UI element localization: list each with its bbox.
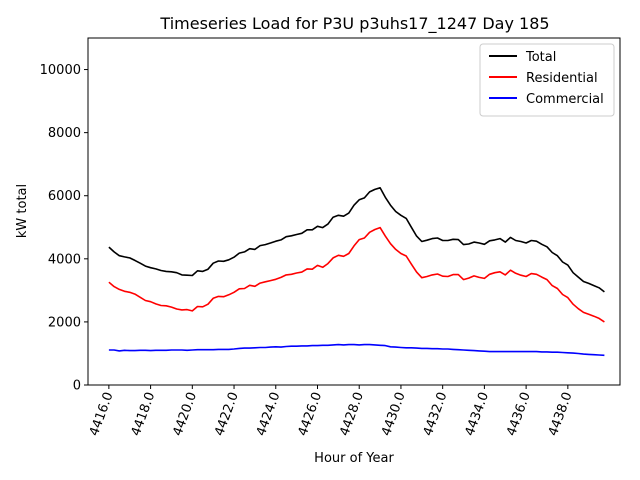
series-layer — [108, 187, 605, 357]
y-tick-label: 10000 — [40, 63, 81, 78]
chart-title: Timeseries Load for P3U p3uhs17_1247 Day… — [159, 14, 549, 34]
legend-label-residential: Residential — [526, 71, 598, 86]
series-line-commercial — [108, 343, 605, 357]
y-tick-label: 6000 — [48, 189, 81, 204]
y-axis-label: kW total — [15, 184, 30, 238]
y-tick-label: 0 — [73, 379, 81, 394]
plot-frame — [87, 37, 621, 386]
y-tick-label: 4000 — [48, 252, 81, 267]
legend-label-total: Total — [525, 50, 556, 65]
legend: Total Residential Commercial — [479, 43, 615, 117]
y-tick-label: 8000 — [48, 126, 81, 141]
legend-label-commercial: Commercial — [526, 92, 604, 107]
series-line-residential — [108, 226, 605, 323]
series-line-total — [108, 187, 605, 293]
y-tick-label: 2000 — [48, 315, 81, 330]
y-ticks: 0 2000 4000 6000 8000 10000 — [40, 63, 88, 394]
x-axis-label: Hour of Year — [314, 451, 394, 466]
